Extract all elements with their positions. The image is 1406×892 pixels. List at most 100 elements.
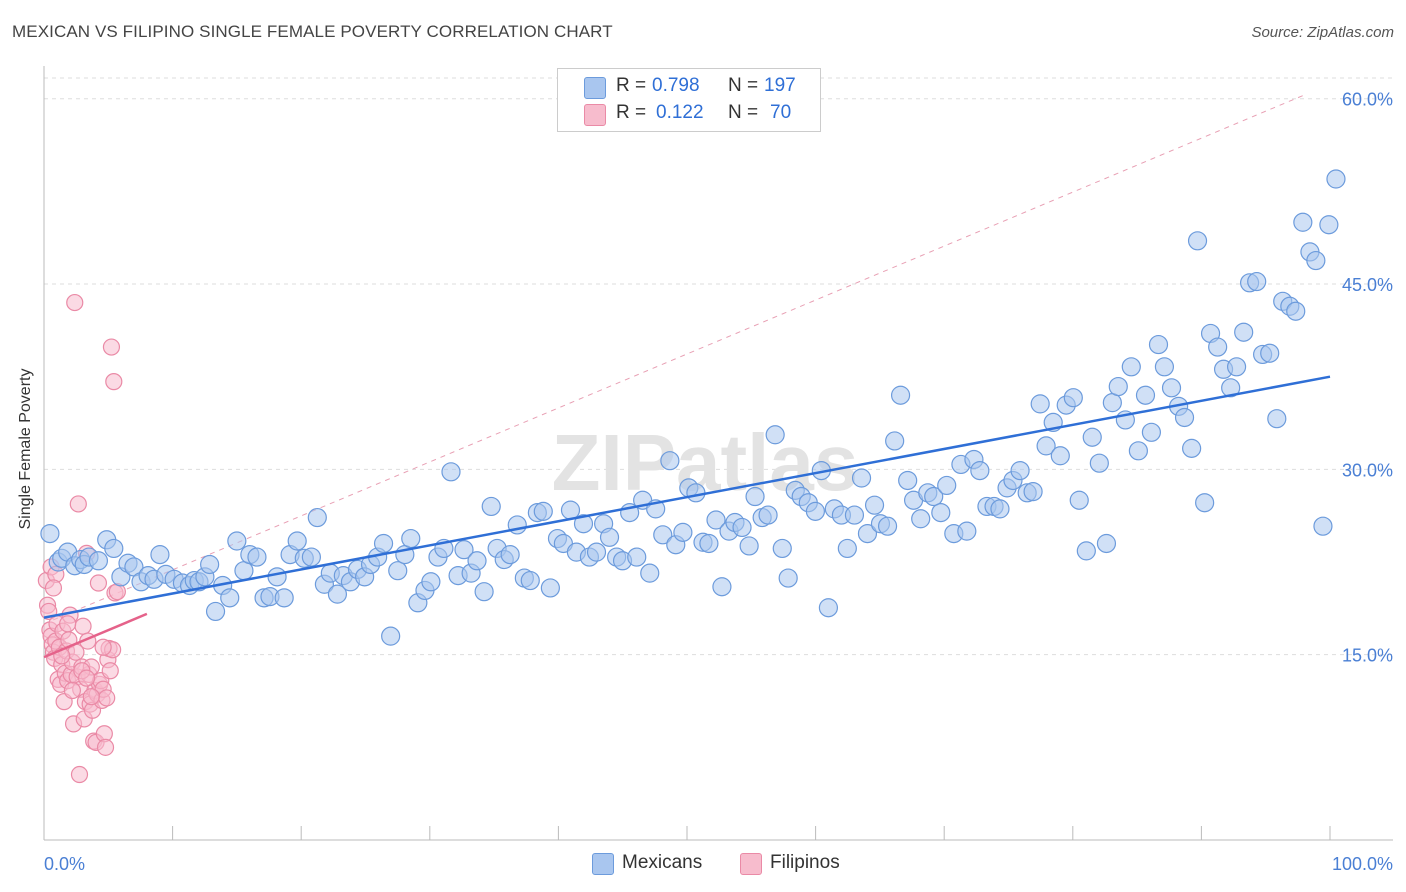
legend-n-label: N = [728,75,759,96]
mexican-point [653,525,673,545]
mexican-point [911,509,931,529]
mexican-point [778,568,798,588]
y-tick-label: 45.0% [1342,275,1393,295]
legend-swatch-mexicans [584,77,606,99]
mexican-point [200,554,220,575]
mexican-point [990,499,1010,519]
mexican-point [247,547,267,567]
mexican-point [673,522,693,542]
mexican-point [220,588,240,608]
mexican-point [1063,388,1083,408]
mexican-point [573,514,594,534]
filipino-point [77,669,96,687]
mexican-point [1121,357,1141,377]
mexican-point [401,528,421,549]
mexican-point [640,563,660,583]
filipino-point [105,373,123,391]
mexican-point [1154,357,1175,377]
mexican-point [267,567,287,587]
mexican-point [467,551,487,571]
bottom-legend-label-filipinos: Filipinos [770,852,840,873]
mexican-point [234,561,254,581]
mexican-point [150,545,170,565]
mexican-point [1267,409,1287,429]
legend-n-value: 70 [770,102,792,123]
mexican-point [864,495,885,515]
mexican-point [227,531,247,551]
mexican-point [818,598,839,618]
mexican-point [851,468,872,488]
mexican-point [381,626,401,646]
filipinos-points [37,293,126,784]
mexican-point [890,385,911,405]
y-tick-label: 30.0% [1342,460,1393,480]
mexican-point [1069,490,1089,510]
legend-n-label: N = [728,102,759,123]
mexican-point [104,538,124,559]
mexican-point [1319,215,1339,235]
mexican-point [627,547,647,567]
mexican-point [1036,436,1056,456]
mexicans-trend-line [43,375,1331,619]
y-tick-label: 15.0% [1342,646,1393,666]
mexican-point [844,505,865,525]
mexican-point [560,500,581,520]
mexican-point [1226,357,1247,377]
y-axis-label-wrap: Single Female Poverty [6,300,46,600]
mexican-point [970,460,990,481]
mexican-point [857,523,878,544]
mexican-point [706,510,726,530]
mexican-point [885,431,905,451]
mexican-point [421,572,441,592]
mexican-point [373,533,394,554]
diagonal-reference-line [43,94,1305,625]
mexican-point [1247,271,1267,292]
filipinos-trend-line [43,612,148,659]
mexican-point [287,531,307,551]
filipino-point [89,574,108,592]
mexican-point [1260,343,1280,363]
filipino-point [44,579,63,597]
mexican-point [1135,385,1156,405]
y-axis-label: Single Female Poverty [17,368,34,530]
filipino-point [59,615,77,633]
mexican-point [805,501,825,521]
mexican-point [1293,212,1313,232]
legend-r-value: 0.798 [652,75,700,96]
source-label: Source: ZipAtlas.com [1251,24,1394,41]
mexican-point [327,584,348,604]
bottom-legend-swatch-filipinos [740,853,762,875]
mexican-point [686,483,706,503]
legend-swatch-filipinos [584,104,606,126]
mexican-point [1182,438,1202,458]
mexican-point [732,517,752,538]
mexican-point [924,486,944,507]
mexican-point [1096,533,1117,554]
filipino-point [94,638,112,656]
filipino-point [74,617,92,635]
mexican-point [1102,393,1122,413]
mexican-point [533,501,553,521]
legend-r-label: R = [616,75,647,96]
filipino-point [63,681,81,700]
chart-title: MEXICAN VS FILIPINO SINGLE FEMALE POVERT… [12,22,613,41]
mexican-point [1313,516,1333,536]
mexican-point [1010,460,1030,481]
mexican-point [1208,337,1228,357]
legend-r-value: 0.122 [656,102,704,123]
mexican-point [1141,422,1162,442]
mexican-point [712,577,732,597]
mexican-point [1108,376,1128,397]
mexican-point [1161,378,1182,398]
filipino-point [69,495,87,513]
mexican-point [957,521,977,541]
y-tick-labels: 15.0% 30.0% 45.0% 60.0% [1342,90,1393,666]
bottom-legend-label-mexicans: Mexicans [622,852,703,873]
x-tick-label-min: 0.0% [44,854,85,874]
filipino-point [98,689,116,707]
mexican-point [1030,394,1050,414]
mexican-point [1076,541,1096,561]
mexican-point [739,536,759,556]
mexican-point [454,540,474,560]
